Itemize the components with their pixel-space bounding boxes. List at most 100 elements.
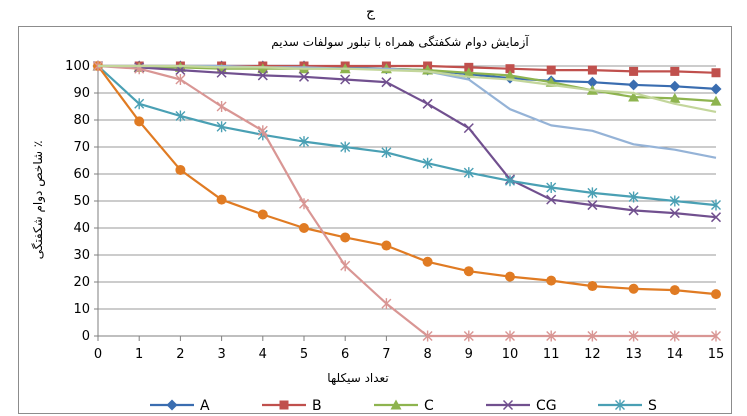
x-tick-label: 8 (423, 347, 431, 362)
data-point-unlabeled-6 (546, 330, 557, 342)
x-tick-label: 11 (543, 347, 560, 362)
data-point-s (587, 187, 598, 199)
y-tick-label: 20 (73, 275, 90, 290)
data-point-unlabeled-6 (669, 330, 680, 342)
data-point-unlabeled-6 (340, 260, 351, 272)
data-point-cg (422, 98, 433, 109)
data-point-cg (298, 71, 310, 82)
data-point-b (505, 64, 515, 74)
data-point-unlabeled-5 (381, 240, 392, 251)
y-tick-label: 60 (73, 167, 90, 182)
x-tick-label: 14 (667, 347, 684, 362)
data-point-s (381, 146, 392, 158)
data-point-unlabeled-6 (175, 74, 186, 85)
chart-title: آزمایش دوام شکفتگی همراه با تبلور سولفات… (271, 34, 529, 50)
data-point-unlabeled-6 (587, 330, 598, 342)
data-point-unlabeled-6 (505, 330, 515, 342)
y-tick-label: 90 (73, 86, 90, 101)
series-line-cg (97, 64, 717, 219)
data-point-c (628, 91, 640, 102)
data-point-cg (546, 194, 557, 205)
data-point-unlabeled-5 (669, 285, 680, 296)
legend-item-a: A (150, 398, 210, 414)
data-point-unlabeled-5 (422, 256, 433, 267)
series-line-unlabeled-8 (98, 64, 717, 113)
data-point-unlabeled-5 (134, 116, 145, 127)
series-line-s (97, 65, 717, 207)
legend-item-cg: CG (486, 398, 557, 414)
data-point-b (670, 66, 680, 76)
data-point-unlabeled-5 (711, 289, 721, 300)
y-axis-label: شاخص دوام شکفتگی ٪ (31, 141, 46, 260)
series-unlabeled-7 (98, 64, 717, 159)
y-tick-label: 100 (65, 59, 90, 74)
legend-label-a: A (200, 398, 210, 414)
data-point-unlabeled-5 (463, 266, 474, 277)
legend-marker-cg (502, 399, 514, 411)
data-point-cg (216, 67, 227, 78)
data-point-unlabeled-5 (216, 194, 227, 205)
data-point-b (629, 66, 639, 76)
data-point-unlabeled-6 (463, 330, 474, 342)
x-tick-label: 2 (176, 347, 184, 362)
data-point-s (628, 191, 639, 203)
legend-label-c: C (424, 398, 434, 414)
data-point-unlabeled-5 (587, 281, 598, 292)
data-point-b (546, 65, 556, 75)
data-point-unlabeled-6 (299, 198, 309, 210)
x-tick-label: 0 (94, 347, 102, 362)
data-point-s (669, 195, 680, 207)
grid (98, 65, 716, 310)
data-point-unlabeled-6 (257, 125, 268, 137)
data-point-unlabeled-6 (628, 330, 639, 342)
data-point-unlabeled-6 (422, 330, 433, 342)
data-point-a (586, 76, 598, 88)
data-point-cg (463, 123, 474, 134)
data-point-a (628, 79, 640, 91)
top-fragment: ج (366, 4, 376, 20)
series-line-unlabeled-6 (97, 64, 716, 338)
data-point-unlabeled-5 (175, 164, 186, 175)
x-tick-label: 6 (341, 347, 349, 362)
y-tick-label: 10 (73, 302, 90, 317)
y-tick-label: 80 (73, 113, 90, 128)
legend-item-b: B (262, 398, 322, 414)
data-point-c (504, 69, 516, 80)
data-point-cg (628, 205, 639, 216)
data-point-s (134, 98, 145, 110)
data-point-cg (710, 212, 722, 223)
data-point-c (463, 67, 475, 78)
data-point-cg (340, 74, 351, 85)
data-point-cg (587, 200, 598, 211)
x-tick-label: 9 (465, 347, 473, 362)
y-tick-label: 70 (73, 140, 90, 155)
y-tick-label: 40 (73, 221, 90, 236)
data-point-s (711, 199, 721, 211)
data-point-b (587, 65, 597, 75)
x-tick-label: 12 (584, 347, 601, 362)
data-point-cg (381, 77, 392, 88)
series-group (92, 60, 722, 342)
data-point-s (340, 141, 351, 153)
data-point-s (216, 121, 227, 133)
legend-label-cg: CG (536, 398, 557, 414)
data-point-s (505, 175, 515, 187)
legend-item-s: S (598, 398, 657, 414)
data-point-unlabeled-5 (505, 271, 515, 282)
data-point-unlabeled-5 (257, 209, 268, 220)
x-tick-label: 7 (382, 347, 390, 362)
legend-marker-a (166, 399, 178, 411)
x-tick-label: 5 (300, 347, 308, 362)
data-point-cg (669, 208, 680, 219)
data-point-unlabeled-6 (216, 101, 227, 112)
data-point-unlabeled-5 (546, 275, 557, 286)
data-point-a (669, 80, 681, 92)
series-unlabeled-6 (93, 60, 721, 342)
data-point-s (175, 110, 186, 122)
data-point-unlabeled-6 (381, 298, 392, 310)
x-tick-label: 10 (502, 347, 519, 362)
data-point-s (299, 136, 309, 148)
y-tick-label: 30 (73, 248, 90, 263)
